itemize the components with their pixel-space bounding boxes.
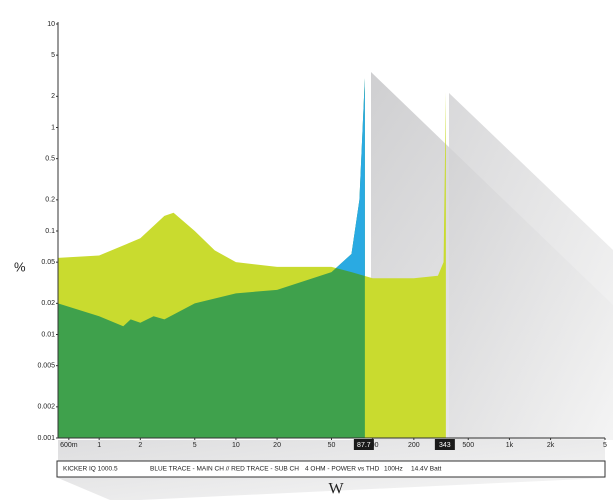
footer-text: BLUE TRACE - MAIN CH // RED TRACE - SUB … — [150, 466, 299, 473]
x-tick-label: 600m — [60, 442, 78, 449]
y-tick-label: 1 — [51, 124, 55, 131]
footer-text: 14.4V Batt — [411, 466, 442, 473]
y-tick-label: 0.5 — [45, 156, 55, 163]
x-tick-label: 2k — [547, 442, 555, 449]
marker-label: 87.7 — [357, 442, 371, 449]
marker-box — [434, 439, 455, 450]
y-tick-label: 5 — [51, 52, 55, 59]
marker-label: 343 — [439, 442, 451, 449]
y-tick-label: 0.01 — [41, 331, 55, 338]
footer-box — [56, 460, 606, 478]
y-tick-label: 0.2 — [45, 197, 55, 204]
y-tick-label: 0.005 — [37, 363, 55, 370]
y-tick-label: 0.1 — [45, 228, 55, 235]
footer-text: 4 OHM - POWER vs THD — [305, 466, 380, 473]
x-tick-label: 20 — [273, 442, 281, 449]
footer-text: 100Hz — [384, 466, 403, 473]
footer-text: KICKER IQ 1000.5 — [63, 466, 118, 473]
x-tick-label: 1k — [506, 442, 514, 449]
x-tick-label: 10 — [232, 442, 240, 449]
y-tick-label: 0.001 — [37, 435, 55, 442]
x-axis-label: W — [328, 481, 344, 498]
y-tick-label: 2 — [51, 93, 55, 100]
x-tick-label: 200 — [408, 442, 420, 449]
x-tick-label: 5 — [603, 442, 607, 449]
y-tick-label: 0.05 — [41, 259, 55, 266]
y-axis-label: % — [14, 259, 26, 274]
x-tick-label: 5 — [193, 442, 197, 449]
area — [58, 78, 365, 438]
y-tick-label: 0.002 — [37, 404, 55, 411]
x-tick-label: 1 — [97, 442, 101, 449]
y-tick-label: 10 — [47, 21, 55, 28]
marker-box — [353, 439, 374, 450]
x-tick-label: 50 — [328, 442, 336, 449]
x-tick-label: 500 — [462, 442, 474, 449]
shadow — [449, 93, 613, 440]
x-tick-label: 2 — [138, 442, 142, 449]
y-tick-label: 0.02 — [41, 300, 55, 307]
